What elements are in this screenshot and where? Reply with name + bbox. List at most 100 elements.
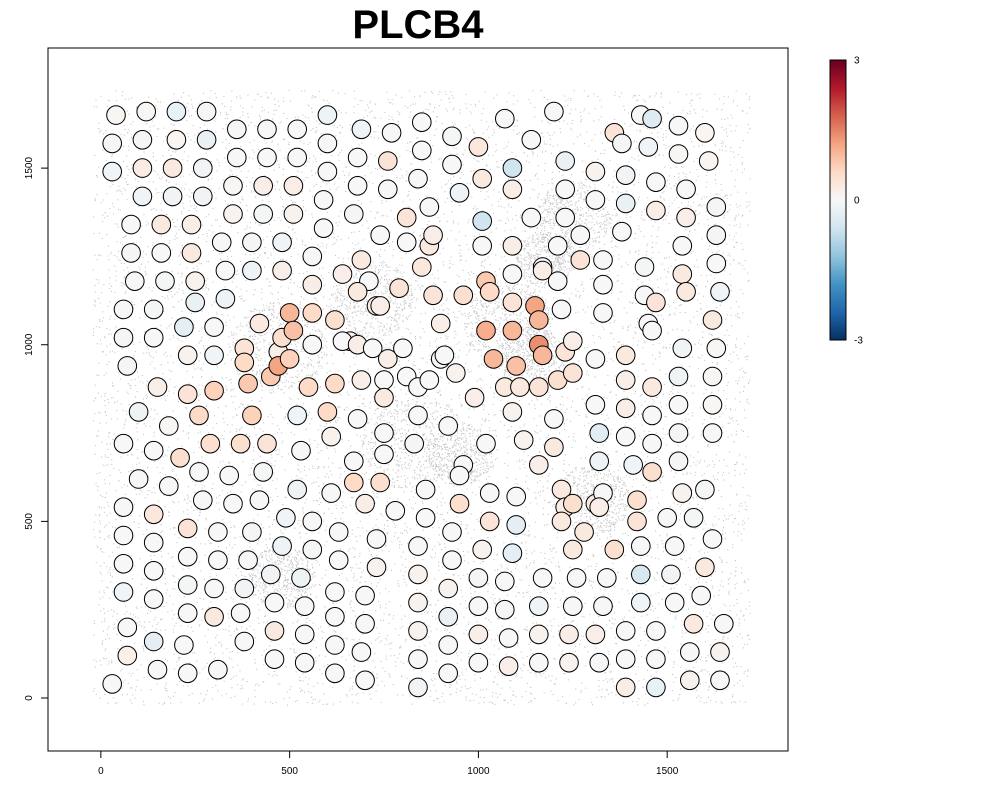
background-cell (103, 677, 105, 679)
background-cell (451, 95, 453, 97)
background-cell (466, 449, 468, 451)
background-cell (435, 128, 437, 130)
background-cell (419, 234, 421, 236)
background-cell (249, 310, 251, 312)
background-cell (266, 236, 268, 238)
background-cell (621, 283, 623, 285)
background-cell (406, 410, 408, 412)
background-cell (231, 331, 233, 333)
background-cell (704, 669, 706, 671)
background-cell (531, 693, 533, 695)
background-cell (245, 279, 247, 281)
background-cell (538, 331, 540, 333)
background-cell (282, 97, 284, 99)
background-cell (749, 612, 751, 614)
background-cell (495, 414, 497, 416)
background-cell (493, 654, 495, 656)
background-cell (731, 117, 733, 119)
background-cell (739, 147, 741, 149)
background-cell (680, 304, 682, 306)
background-cell (391, 423, 393, 425)
background-cell (673, 476, 675, 478)
background-cell (484, 199, 486, 201)
background-cell (477, 336, 479, 338)
background-cell (673, 235, 675, 237)
background-cell (496, 166, 498, 168)
background-cell (631, 289, 633, 291)
background-cell (514, 227, 516, 229)
background-cell (369, 515, 371, 517)
background-cell (448, 97, 450, 99)
background-cell (313, 185, 315, 187)
background-cell (103, 507, 105, 509)
background-cell (617, 122, 619, 124)
background-cell (468, 621, 470, 623)
background-cell (596, 696, 598, 698)
background-cell (311, 360, 313, 362)
background-cell (433, 196, 435, 198)
background-cell (734, 344, 736, 346)
background-cell (396, 303, 398, 305)
background-cell (598, 119, 600, 121)
background-cell (673, 502, 675, 504)
background-cell (267, 547, 269, 549)
background-cell (388, 245, 390, 247)
background-cell (665, 129, 667, 131)
background-cell (606, 537, 608, 539)
background-cell (566, 478, 568, 480)
background-cell (310, 170, 312, 172)
background-cell (226, 492, 228, 494)
background-cell (187, 136, 189, 138)
background-cell (215, 678, 217, 680)
background-cell (122, 409, 124, 411)
background-cell (376, 555, 378, 557)
background-cell (239, 167, 241, 169)
background-cell (710, 417, 712, 419)
background-cell (749, 178, 751, 180)
background-cell (183, 685, 185, 687)
background-cell (520, 542, 522, 544)
background-cell (122, 91, 124, 93)
background-cell (461, 596, 463, 598)
background-cell (612, 191, 614, 193)
background-cell (134, 697, 136, 699)
background-cell (370, 576, 372, 578)
background-cell (332, 244, 334, 246)
background-cell (742, 615, 744, 617)
background-cell (444, 502, 446, 504)
background-cell (517, 483, 519, 485)
background-cell (680, 504, 682, 506)
background-cell (213, 658, 215, 660)
background-cell (115, 90, 117, 92)
background-cell (693, 567, 695, 569)
background-cell (230, 378, 232, 380)
background-cell (548, 318, 550, 320)
background-cell (667, 433, 669, 435)
background-cell (689, 130, 691, 132)
background-cell (450, 693, 452, 695)
background-cell (240, 201, 242, 203)
background-cell (365, 434, 367, 436)
background-cell (327, 466, 329, 468)
background-cell (610, 227, 612, 229)
background-cell (558, 566, 560, 568)
background-cell (240, 598, 242, 600)
background-cell (234, 526, 236, 528)
background-cell (703, 393, 705, 395)
background-cell (732, 417, 734, 419)
background-cell (373, 116, 375, 118)
background-cell (403, 298, 405, 300)
background-cell (303, 542, 305, 544)
background-cell (254, 637, 256, 639)
background-cell (517, 133, 519, 135)
background-cell (172, 565, 174, 567)
background-cell (692, 412, 694, 414)
background-cell (348, 172, 350, 174)
background-cell (227, 256, 229, 258)
background-cell (486, 164, 488, 166)
background-cell (380, 262, 382, 264)
background-cell (204, 666, 206, 668)
background-cell (125, 235, 127, 237)
background-cell (397, 475, 399, 477)
background-cell (585, 414, 587, 416)
